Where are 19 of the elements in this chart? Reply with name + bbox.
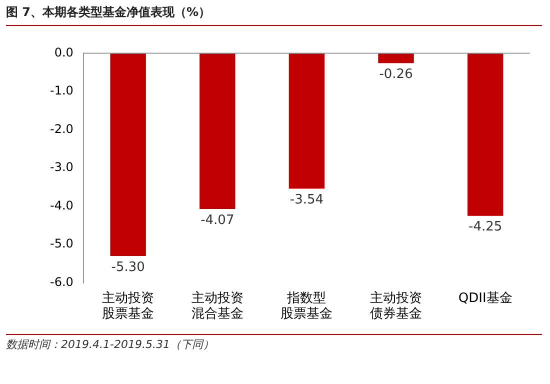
x-tick-label: 指数型股票基金 (280, 290, 333, 322)
x-tick-label: QDII基金 (458, 290, 512, 306)
y-tick-label: -6.0 (50, 274, 74, 289)
text: 数据时间：2019.4.1-2019.5.31（下同） (6, 335, 542, 355)
data-label: -0.26 (379, 67, 413, 82)
y-tick-label: 0.0 (54, 45, 74, 60)
data-label: -5.30 (111, 260, 145, 275)
y-tick-label: -1.0 (50, 84, 74, 98)
data-label: -4.07 (200, 212, 234, 228)
y-tick-label: -5.0 (50, 236, 74, 251)
x-tick-label: 主动投资股票基金 (102, 290, 154, 322)
x-tick-label: 主动投资债券基金 (370, 290, 422, 322)
data-label: -4.25 (468, 220, 502, 235)
y-tick-label: -4.0 (50, 198, 74, 212)
y-tick-label: -3.0 (50, 160, 74, 174)
y-tick-label: -2.0 (50, 122, 74, 136)
data-label: -3.54 (290, 192, 324, 208)
chart-title: 图 7、本期各类型基金净值表现（%） (6, 4, 542, 26)
x-tick-label: 主动投资混合基金 (191, 290, 244, 322)
